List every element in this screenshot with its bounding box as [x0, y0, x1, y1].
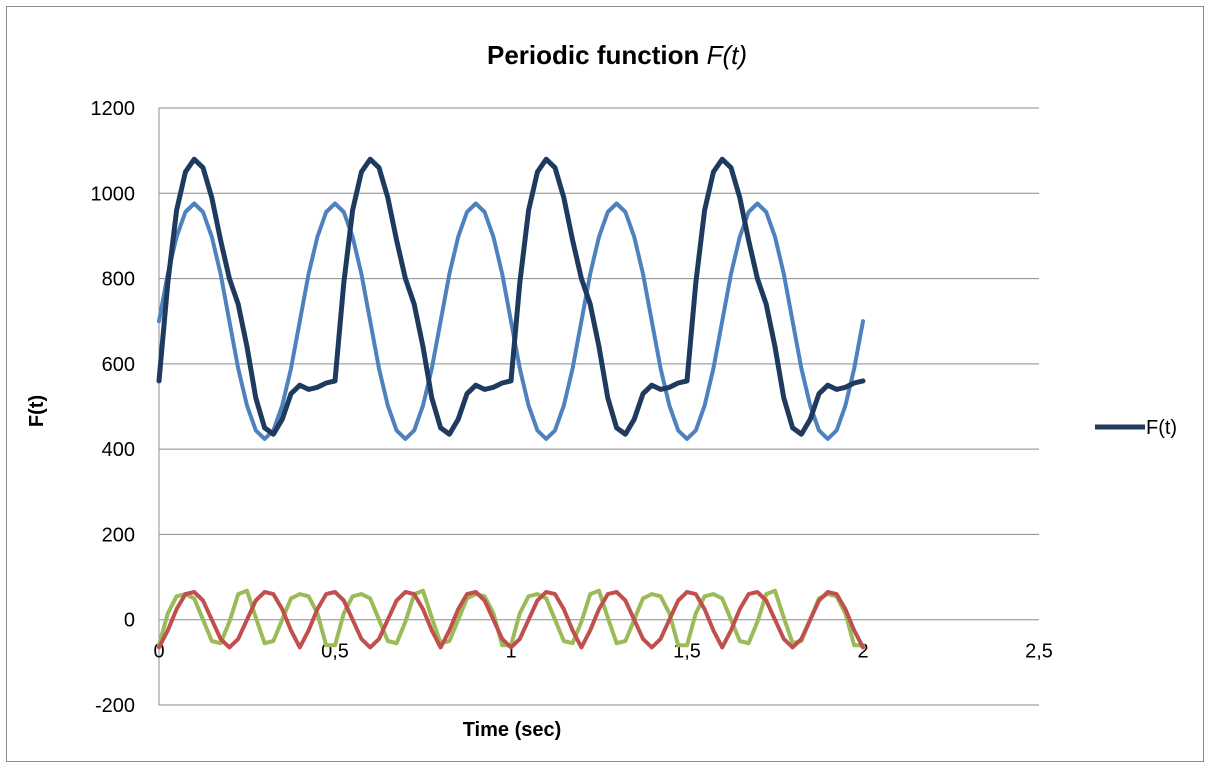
- x-tick-label: 2: [857, 641, 868, 663]
- gridlines: [159, 107, 1039, 706]
- y-tick-label: -200: [95, 695, 135, 717]
- series-line-2: [157, 201, 865, 441]
- y-tick-label: 600: [102, 354, 135, 376]
- chart-title-main: Periodic function: [487, 40, 707, 70]
- y-axis-title: F(t): [26, 395, 48, 427]
- y-tick-label: 1200: [91, 98, 136, 120]
- x-tick-label: 2,5: [1025, 641, 1053, 663]
- series-line-1: [156, 156, 866, 437]
- x-axis-title: Time (sec): [463, 719, 562, 741]
- y-tick-label: 0: [124, 610, 135, 632]
- chart-title: Periodic function F(t): [487, 40, 747, 70]
- x-tick-label: 0: [153, 641, 164, 663]
- y-tick-label: 800: [102, 269, 135, 291]
- legend: F(t): [1095, 417, 1177, 439]
- y-tick-label: 200: [102, 524, 135, 546]
- chart-title-italic: F(t): [707, 40, 747, 70]
- y-tick-label: 1000: [91, 183, 136, 205]
- series-line-3: [157, 590, 865, 650]
- series-line-4: [157, 588, 865, 648]
- legend-label: F(t): [1146, 417, 1177, 439]
- y-tick-label: 400: [102, 439, 135, 461]
- x-tick-label: 1: [505, 641, 516, 663]
- series-lines: [156, 156, 866, 650]
